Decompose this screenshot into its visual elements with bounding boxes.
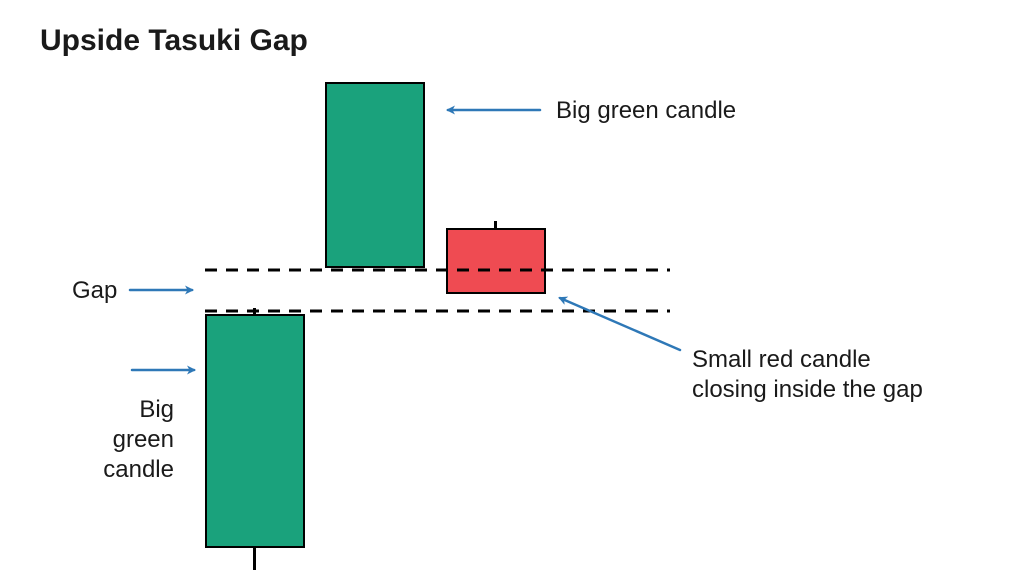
dashed-lines-group	[205, 270, 670, 311]
label-big-green-upper: Big green candle	[556, 96, 816, 126]
label-small-red: Small red candle closing inside the gap	[692, 345, 942, 405]
candle-3-small-red	[446, 228, 546, 294]
candle-3-wick-top	[494, 221, 497, 228]
diagram-stage: Upside Tasuki Gap Big green candle Gap B…	[0, 0, 1024, 576]
label-gap: Gap	[72, 276, 127, 306]
diagram-title: Upside Tasuki Gap	[40, 24, 308, 58]
arrow-to-small-red	[560, 298, 680, 350]
label-big-green-lower: Big green candle	[78, 395, 174, 485]
candle-1-big-green-lower	[205, 314, 305, 548]
candle-1-wick-bottom	[253, 548, 256, 570]
candle-2-big-green-upper	[325, 82, 425, 268]
